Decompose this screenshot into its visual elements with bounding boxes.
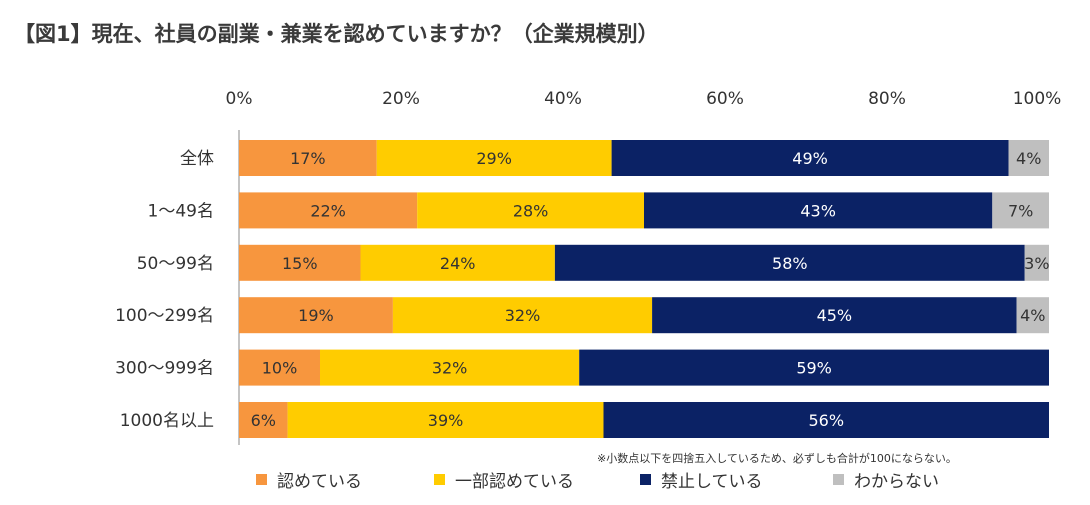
bar-segment-allowed — [239, 192, 418, 229]
data-label: 56% — [808, 411, 844, 430]
bar-segment-partially-allowed — [320, 349, 580, 386]
bar-segment-prohibited — [644, 192, 993, 229]
x-tick-label: 100% — [1013, 89, 1062, 109]
rounding-note: ※小数点以下を四捨五入しているため、必ずしも合計が100にならない。 — [597, 452, 957, 465]
bar-segment-prohibited — [579, 349, 1049, 386]
bar-segment-partially-allowed — [287, 402, 604, 438]
legend-item-prohibited: 禁止している — [640, 467, 833, 492]
x-tick-label: 0% — [226, 89, 253, 109]
bar-segment-partially-allowed — [392, 297, 653, 334]
bar-segment-allowed — [239, 244, 361, 281]
data-label: 43% — [800, 201, 836, 220]
bar-segment-unknown — [992, 192, 1049, 229]
data-label: 32% — [432, 359, 468, 378]
legend-swatch-unknown — [833, 474, 844, 485]
data-label: 32% — [505, 306, 541, 325]
category-label: 100～299名 — [115, 306, 214, 326]
legend-swatch-allowed — [256, 474, 267, 485]
chart-legend: 認めている 一部認めている 禁止している わからない — [256, 467, 983, 492]
legend-label-allowed: 認めている — [277, 472, 362, 492]
legend-swatch-prohibited — [640, 474, 651, 485]
bar-segment-partially-allowed — [360, 244, 555, 281]
data-label: 7% — [1008, 201, 1033, 220]
category-label: 1～49名 — [148, 201, 214, 221]
bar-segment-allowed — [239, 349, 320, 386]
data-label: 28% — [513, 201, 549, 220]
bar-segment-partially-allowed — [376, 140, 612, 176]
bar-segment-allowed — [239, 402, 288, 438]
data-label: 59% — [796, 359, 832, 378]
category-label: 300～999名 — [115, 359, 214, 379]
data-label: 49% — [792, 149, 828, 168]
data-label: 45% — [817, 306, 853, 325]
x-tick-label: 20% — [382, 89, 420, 109]
legend-item-unknown: わからない — [833, 467, 983, 492]
data-label: 4% — [1016, 149, 1041, 168]
data-label: 39% — [428, 411, 464, 430]
bar-segment-prohibited — [603, 402, 1049, 438]
bar-segment-unknown — [1016, 297, 1049, 334]
data-label: 29% — [476, 149, 512, 168]
bar-segment-partially-allowed — [417, 192, 644, 229]
legend-label-unknown: わからない — [854, 472, 939, 492]
data-label: 4% — [1020, 306, 1045, 325]
x-tick-label: 40% — [544, 89, 582, 109]
data-label: 15% — [282, 254, 318, 273]
data-label: 10% — [262, 359, 298, 378]
data-label: 58% — [772, 254, 808, 273]
data-label: 6% — [251, 411, 276, 430]
legend-label-prohibited: 禁止している — [661, 472, 763, 492]
bar-segment-prohibited — [611, 140, 1009, 176]
bar-segment-unknown — [1008, 140, 1049, 176]
data-label: 3% — [1024, 254, 1049, 273]
data-label: 24% — [440, 254, 476, 273]
legend-swatch-partially-allowed — [434, 474, 445, 485]
x-tick-label: 60% — [706, 89, 744, 109]
data-label: 22% — [310, 201, 346, 220]
data-label: 19% — [298, 306, 334, 325]
legend-label-partially-allowed: 一部認めている — [455, 472, 574, 492]
category-label: 50～99名 — [137, 254, 214, 274]
x-tick-label: 80% — [868, 89, 906, 109]
bar-segment-prohibited — [652, 297, 1017, 334]
chart-title: 【図1】現在、社員の副業・兼業を認めていますか？（企業規模別） — [14, 22, 659, 46]
category-label: 1000名以上 — [120, 411, 214, 431]
data-label: 17% — [290, 149, 326, 168]
bar-segment-allowed — [239, 297, 393, 334]
bar-segment-prohibited — [554, 244, 1025, 281]
bar-segment-allowed — [239, 140, 377, 176]
legend-item-partially-allowed: 一部認めている — [434, 467, 640, 492]
legend-item-allowed: 認めている — [256, 467, 434, 492]
bar-segment-unknown — [1024, 244, 1049, 281]
category-label: 全体 — [180, 149, 214, 169]
